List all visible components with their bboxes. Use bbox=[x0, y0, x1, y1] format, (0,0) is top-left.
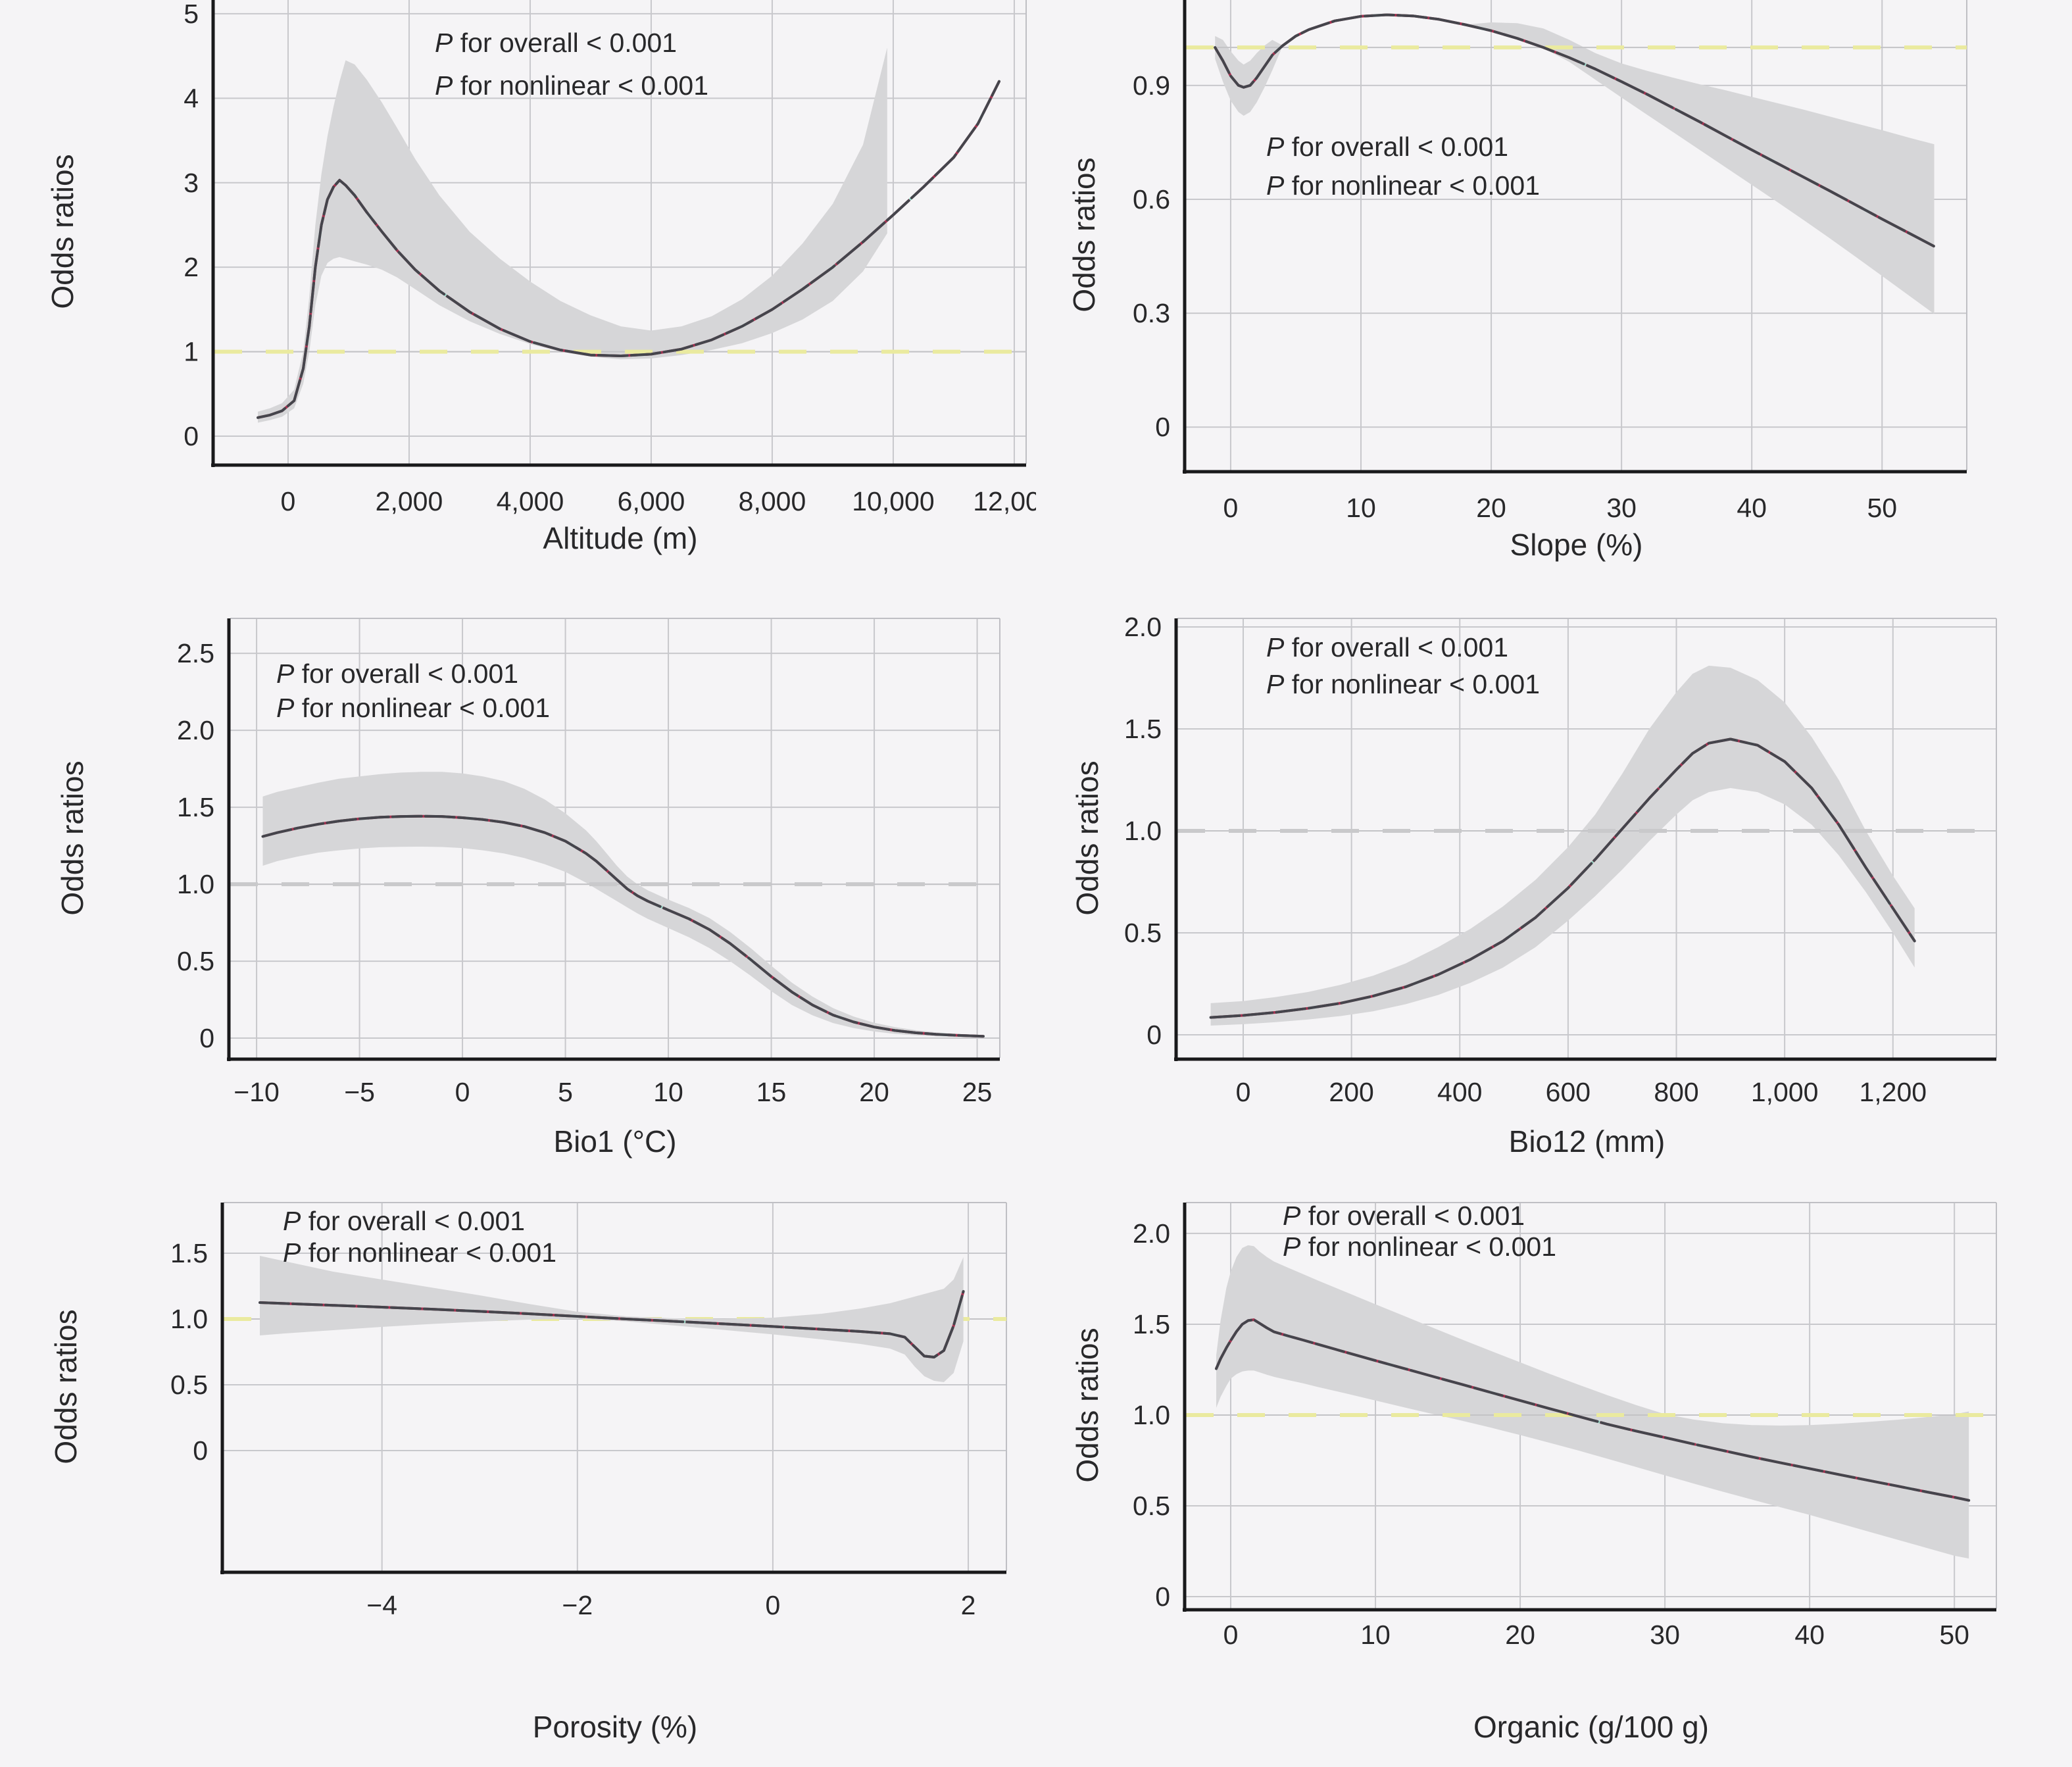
chart-organic-odds-ratio: 0 0.5 1.0 1.5 2.0 0 10 20 30 40 50 Organic (g/100 g… bbox=[1070, 1201, 1997, 1744]
svg-text:Porosity (%): Porosity (%) bbox=[533, 1710, 697, 1744]
svg-text:P for nonlinear < 0.001: P for nonlinear < 0.001 bbox=[276, 693, 550, 723]
svg-text:Odds ratios: Odds ratios bbox=[55, 760, 89, 915]
svg-text:40: 40 bbox=[1794, 1620, 1825, 1650]
svg-text:30: 30 bbox=[1606, 493, 1637, 523]
svg-text:800: 800 bbox=[1654, 1077, 1698, 1107]
svg-text:0: 0 bbox=[1223, 493, 1239, 523]
svg-text:−4: −4 bbox=[366, 1590, 397, 1620]
svg-text:1.0: 1.0 bbox=[1133, 1400, 1170, 1430]
svg-text:200: 200 bbox=[1329, 1077, 1373, 1107]
svg-text:3: 3 bbox=[184, 168, 199, 198]
svg-text:400: 400 bbox=[1437, 1077, 1482, 1107]
svg-text:P for nonlinear < 0.001: P for nonlinear < 0.001 bbox=[283, 1237, 556, 1268]
svg-text:P for overall < 0.001: P for overall < 0.001 bbox=[1266, 132, 1508, 162]
svg-text:5: 5 bbox=[184, 0, 199, 29]
svg-text:10,000: 10,000 bbox=[852, 486, 934, 516]
svg-text:0: 0 bbox=[766, 1590, 781, 1620]
svg-text:Bio12 (mm): Bio12 (mm) bbox=[1509, 1124, 1665, 1158]
svg-text:0: 0 bbox=[1155, 1581, 1170, 1612]
svg-text:10: 10 bbox=[1346, 493, 1376, 523]
svg-text:Slope (%): Slope (%) bbox=[1510, 528, 1643, 562]
chart-altitude-odds-ratio: 0 1 2 3 4 5 0 2,000 4,000 6,000 8,000 10,000 12,000 A… bbox=[45, 0, 1036, 555]
svg-text:1,200: 1,200 bbox=[1859, 1077, 1927, 1107]
svg-text:P for overall < 0.001: P for overall < 0.001 bbox=[276, 659, 518, 689]
svg-text:2,000: 2,000 bbox=[376, 486, 443, 516]
svg-text:0: 0 bbox=[193, 1435, 208, 1466]
svg-text:8,000: 8,000 bbox=[739, 486, 806, 516]
svg-text:−10: −10 bbox=[234, 1077, 280, 1107]
svg-text:P for nonlinear < 0.001: P for nonlinear < 0.001 bbox=[1266, 669, 1540, 699]
svg-text:P for overall < 0.001: P for overall < 0.001 bbox=[1283, 1201, 1525, 1231]
svg-text:20: 20 bbox=[1476, 493, 1506, 523]
svg-text:P for overall < 0.001: P for overall < 0.001 bbox=[435, 28, 677, 58]
svg-text:12,000: 12,000 bbox=[973, 486, 1036, 516]
chart-bio1-odds-ratio: 0 0.5 1.0 1.5 2.0 2.5 −10 −5 0 5 10 15 20 25 Bio1 (°C)… bbox=[55, 618, 1000, 1158]
svg-text:0: 0 bbox=[1223, 1620, 1239, 1650]
svg-text:Odds ratios: Odds ratios bbox=[1070, 760, 1104, 915]
svg-text:0: 0 bbox=[199, 1023, 214, 1053]
svg-text:4: 4 bbox=[184, 83, 199, 113]
svg-text:−5: −5 bbox=[344, 1077, 375, 1107]
chart-porosity-odds-ratio: 0 0.5 1.0 1.5 −4 −2 0 2 Porosity (%) Odds ratios P… bbox=[49, 1202, 1007, 1744]
svg-text:Odds ratios: Odds ratios bbox=[1070, 1328, 1104, 1482]
svg-text:P for nonlinear < 0.001: P for nonlinear < 0.001 bbox=[435, 70, 708, 101]
svg-text:0: 0 bbox=[184, 421, 199, 451]
svg-text:1,000: 1,000 bbox=[1751, 1077, 1819, 1107]
svg-text:50: 50 bbox=[1867, 493, 1897, 523]
svg-text:1.5: 1.5 bbox=[170, 1238, 208, 1268]
svg-text:1: 1 bbox=[184, 337, 199, 367]
svg-text:4,000: 4,000 bbox=[497, 486, 564, 516]
svg-text:1.0: 1.0 bbox=[1124, 816, 1162, 846]
svg-text:40: 40 bbox=[1737, 493, 1767, 523]
svg-text:10: 10 bbox=[653, 1077, 683, 1107]
svg-text:Odds ratios: Odds ratios bbox=[49, 1309, 83, 1464]
svg-text:20: 20 bbox=[859, 1077, 889, 1107]
svg-text:20: 20 bbox=[1505, 1620, 1535, 1650]
svg-text:0: 0 bbox=[281, 486, 296, 516]
svg-text:2.0: 2.0 bbox=[1133, 1218, 1170, 1249]
svg-text:1.0: 1.0 bbox=[177, 869, 214, 899]
svg-text:1.5: 1.5 bbox=[177, 792, 214, 822]
svg-text:50: 50 bbox=[1939, 1620, 1969, 1650]
svg-text:600: 600 bbox=[1546, 1077, 1591, 1107]
svg-text:0.9: 0.9 bbox=[1133, 70, 1170, 101]
svg-text:5: 5 bbox=[558, 1077, 573, 1107]
svg-text:2.5: 2.5 bbox=[177, 638, 214, 668]
svg-text:P for overall < 0.001: P for overall < 0.001 bbox=[1266, 632, 1508, 662]
svg-text:10: 10 bbox=[1360, 1620, 1391, 1650]
svg-text:P for overall < 0.001: P for overall < 0.001 bbox=[283, 1206, 525, 1236]
svg-text:0: 0 bbox=[1236, 1077, 1251, 1107]
chart-bio12-odds-ratio: 0 0.5 1.0 1.5 2.0 0 200 400 600 800 1,000 1,200 Bio1… bbox=[1070, 612, 1997, 1158]
svg-text:Altitude (m): Altitude (m) bbox=[543, 521, 697, 555]
svg-text:2: 2 bbox=[961, 1590, 976, 1620]
svg-text:0.5: 0.5 bbox=[177, 946, 214, 976]
svg-text:1.5: 1.5 bbox=[1124, 714, 1162, 744]
chart-slope-odds-ratio: 0 0.3 0.6 0.9 0 10 20 30 40 50 Slope (%) Odds ratio… bbox=[1067, 0, 1967, 562]
svg-text:0: 0 bbox=[1147, 1020, 1162, 1050]
svg-text:−2: −2 bbox=[562, 1590, 593, 1620]
svg-text:P for nonlinear < 0.001: P for nonlinear < 0.001 bbox=[1283, 1232, 1556, 1262]
svg-text:Bio1 (°C): Bio1 (°C) bbox=[553, 1124, 676, 1158]
svg-text:2: 2 bbox=[184, 252, 199, 282]
svg-text:0.5: 0.5 bbox=[170, 1370, 208, 1400]
svg-text:Organic (g/100 g): Organic (g/100 g) bbox=[1473, 1710, 1709, 1744]
svg-text:2.0: 2.0 bbox=[177, 715, 214, 745]
svg-text:2.0: 2.0 bbox=[1124, 612, 1162, 642]
svg-text:Odds ratios: Odds ratios bbox=[1067, 157, 1101, 312]
svg-text:0: 0 bbox=[1155, 412, 1170, 442]
svg-text:6,000: 6,000 bbox=[618, 486, 685, 516]
svg-text:0.5: 0.5 bbox=[1133, 1491, 1170, 1521]
svg-text:15: 15 bbox=[756, 1077, 787, 1107]
svg-text:Odds ratios: Odds ratios bbox=[45, 154, 80, 309]
svg-text:0: 0 bbox=[455, 1077, 470, 1107]
svg-text:1.0: 1.0 bbox=[170, 1304, 208, 1334]
svg-text:25: 25 bbox=[962, 1077, 993, 1107]
svg-text:0.5: 0.5 bbox=[1124, 918, 1162, 948]
svg-text:30: 30 bbox=[1650, 1620, 1680, 1650]
svg-text:0.3: 0.3 bbox=[1133, 298, 1170, 328]
svg-text:0.6: 0.6 bbox=[1133, 184, 1170, 214]
svg-text:P for nonlinear < 0.001: P for nonlinear < 0.001 bbox=[1266, 170, 1540, 201]
svg-text:1.5: 1.5 bbox=[1133, 1309, 1170, 1339]
